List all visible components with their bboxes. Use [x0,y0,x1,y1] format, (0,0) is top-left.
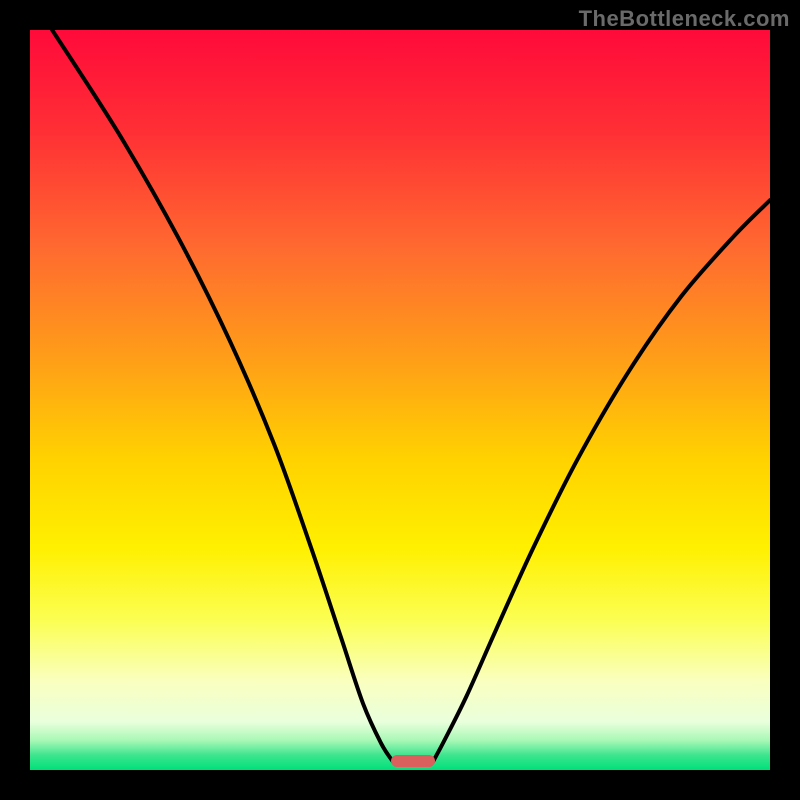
right-curve [433,200,770,761]
chart-container: TheBottleneck.com [0,0,800,800]
left-curve [52,30,392,761]
bottleneck-curves [30,30,770,770]
watermark-text: TheBottleneck.com [579,6,790,32]
plot-area [30,30,770,770]
minimum-marker [391,755,435,767]
